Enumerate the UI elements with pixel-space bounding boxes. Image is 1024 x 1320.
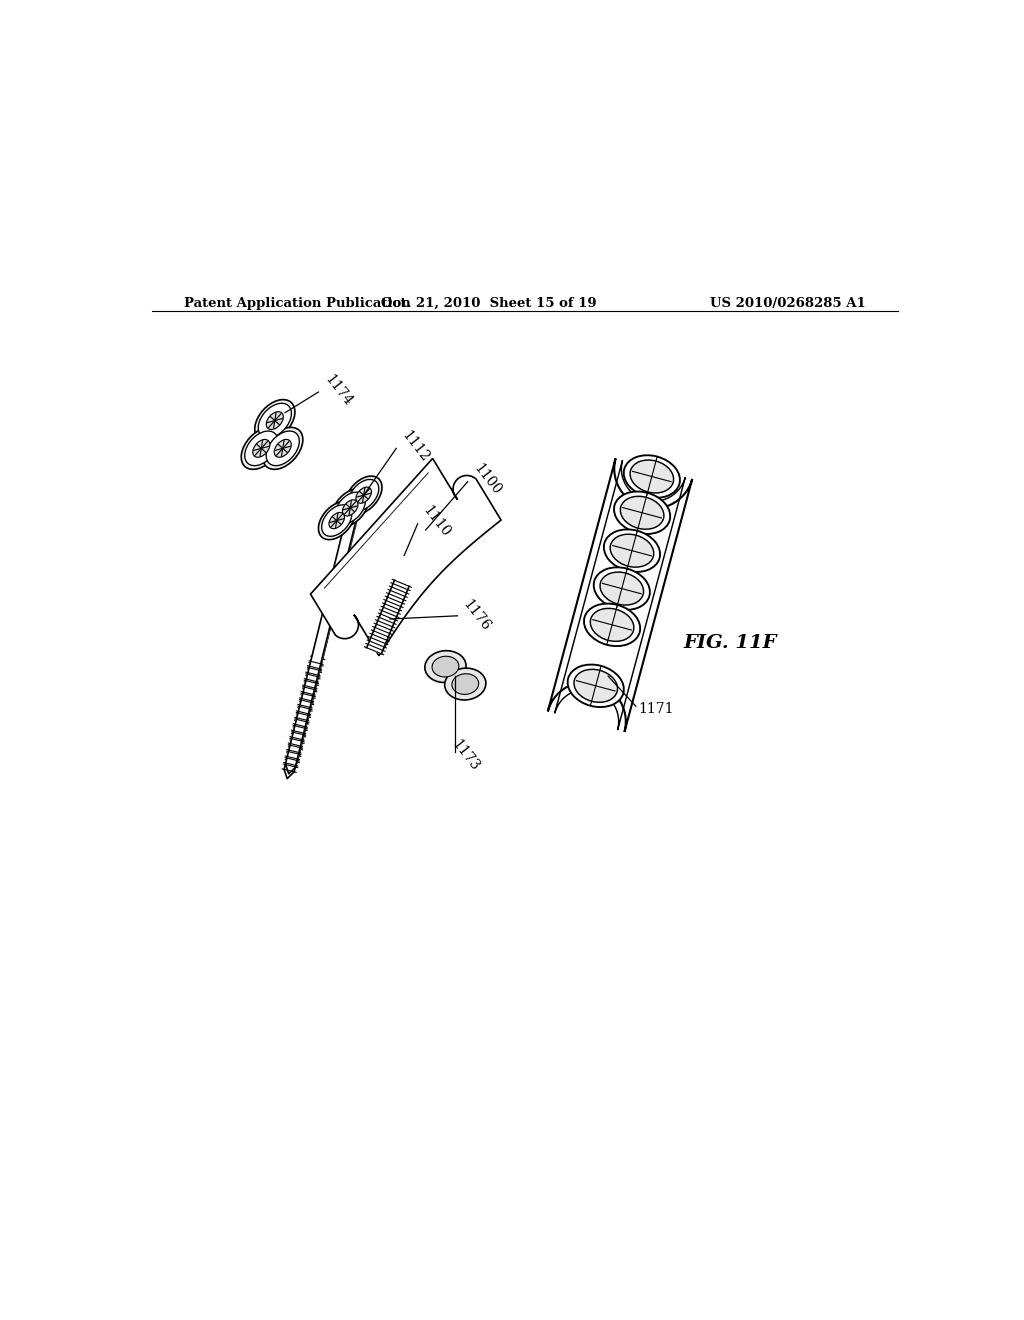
Text: US 2010/0268285 A1: US 2010/0268285 A1 — [711, 297, 866, 310]
Ellipse shape — [245, 432, 278, 466]
Ellipse shape — [621, 496, 664, 529]
Ellipse shape — [356, 487, 372, 503]
Polygon shape — [310, 458, 501, 656]
Ellipse shape — [425, 651, 466, 682]
Ellipse shape — [266, 412, 284, 429]
Polygon shape — [286, 507, 359, 767]
Ellipse shape — [624, 455, 680, 498]
Ellipse shape — [604, 529, 660, 572]
Ellipse shape — [567, 664, 624, 708]
Ellipse shape — [332, 488, 369, 527]
Text: 1110: 1110 — [420, 503, 453, 540]
Ellipse shape — [322, 504, 352, 536]
Polygon shape — [284, 511, 357, 772]
Ellipse shape — [342, 500, 358, 516]
Ellipse shape — [630, 461, 674, 492]
Text: Patent Application Publication: Patent Application Publication — [183, 297, 411, 310]
Text: 1173: 1173 — [450, 738, 482, 774]
Ellipse shape — [584, 603, 640, 645]
Text: FIG. 11F: FIG. 11F — [684, 634, 777, 652]
Text: 1171: 1171 — [638, 702, 674, 715]
Ellipse shape — [329, 512, 344, 529]
Ellipse shape — [258, 404, 292, 438]
Polygon shape — [348, 488, 472, 622]
Ellipse shape — [590, 609, 634, 642]
Text: 1176: 1176 — [460, 598, 493, 634]
Ellipse shape — [242, 428, 282, 470]
Text: 1112: 1112 — [399, 428, 432, 465]
Ellipse shape — [348, 479, 379, 511]
Polygon shape — [288, 502, 360, 762]
Ellipse shape — [452, 673, 478, 694]
Ellipse shape — [255, 400, 295, 442]
Ellipse shape — [262, 428, 303, 470]
Ellipse shape — [432, 656, 459, 677]
Ellipse shape — [574, 669, 617, 702]
Ellipse shape — [345, 477, 382, 515]
Text: 1100: 1100 — [471, 461, 504, 498]
Ellipse shape — [335, 492, 366, 524]
Text: 1174: 1174 — [322, 372, 354, 409]
Ellipse shape — [444, 668, 485, 700]
Ellipse shape — [318, 502, 355, 540]
Polygon shape — [548, 458, 692, 731]
Ellipse shape — [274, 440, 291, 457]
Ellipse shape — [266, 432, 299, 466]
Ellipse shape — [600, 572, 643, 605]
Ellipse shape — [614, 491, 671, 535]
Text: Oct. 21, 2010  Sheet 15 of 19: Oct. 21, 2010 Sheet 15 of 19 — [381, 297, 597, 310]
Polygon shape — [367, 581, 410, 653]
Ellipse shape — [253, 440, 270, 457]
Ellipse shape — [594, 568, 650, 610]
Ellipse shape — [610, 535, 653, 568]
